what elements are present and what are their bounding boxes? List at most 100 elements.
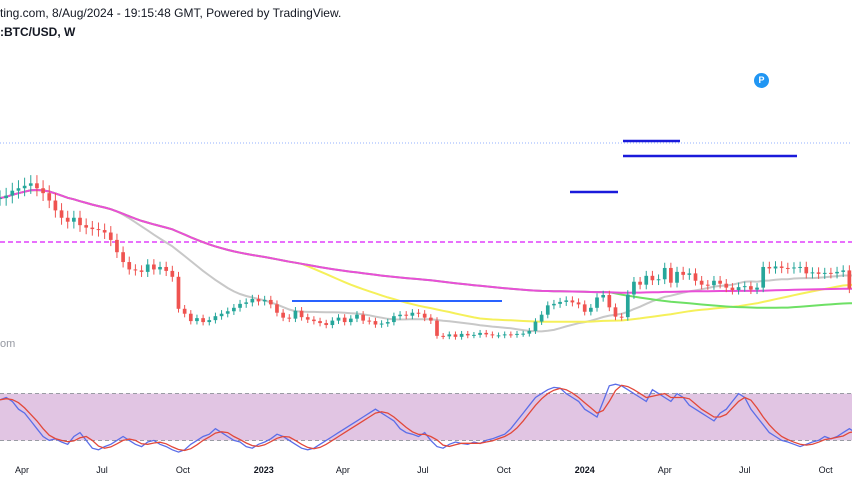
candle-body — [268, 299, 273, 305]
candle-body — [564, 300, 569, 302]
candle-body — [348, 318, 353, 323]
candle-body — [816, 272, 821, 274]
candle-body — [656, 279, 661, 281]
candle-body — [742, 286, 747, 288]
candle-body — [472, 334, 476, 336]
candle-body — [225, 311, 230, 314]
candle-body — [102, 230, 107, 233]
candle-body — [613, 307, 618, 317]
candle-body — [484, 332, 489, 335]
candle-body — [275, 304, 279, 313]
candle-body — [47, 193, 52, 201]
candle-body — [749, 286, 753, 290]
candle-body — [601, 295, 606, 298]
candle-body — [712, 280, 716, 286]
candle-body — [804, 266, 809, 274]
candle-body — [182, 308, 187, 314]
candle-body — [416, 312, 421, 314]
candle-body — [509, 334, 513, 336]
candle-body — [490, 334, 495, 336]
x-tick-label: 2024 — [575, 465, 595, 475]
candle-body — [785, 267, 790, 269]
candle-body — [582, 304, 587, 312]
candle-body — [595, 297, 599, 308]
candle-body — [705, 284, 710, 286]
candle-body — [305, 317, 310, 320]
ma-magenta-line — [0, 188, 852, 294]
price-pane — [0, 139, 852, 340]
candle-body — [576, 302, 581, 305]
candle-body — [4, 195, 9, 199]
candle-body — [398, 314, 402, 317]
candle-body — [10, 190, 15, 196]
candle-body — [730, 287, 735, 291]
candle-body — [638, 281, 642, 285]
x-tick-label: Jul — [417, 465, 429, 475]
candle-body — [287, 317, 292, 319]
candle-body — [213, 316, 218, 321]
candle-body — [662, 267, 667, 280]
candle-body — [835, 271, 839, 274]
candle-body — [16, 188, 21, 191]
candle-body — [379, 323, 384, 325]
candle-body — [625, 294, 630, 318]
candle-body — [847, 270, 852, 289]
candle-body — [447, 334, 452, 337]
candle-body — [718, 280, 722, 284]
candle-body — [355, 314, 359, 319]
candle-body — [170, 270, 175, 277]
x-tick-label: Jul — [739, 465, 751, 475]
candle-body — [779, 266, 784, 268]
candle-body — [829, 272, 833, 274]
x-tick-label: Oct — [176, 465, 191, 475]
candle-body — [496, 335, 501, 337]
candle-body — [22, 185, 27, 189]
candle-body — [145, 264, 150, 272]
candle-body — [312, 319, 316, 322]
candle-body — [428, 317, 433, 321]
symbol-title: :BTC/USD, W — [0, 25, 76, 39]
time-axis: Apr Jul Oct 2023 Apr Jul Oct 2024 Apr Jul Oct — [15, 465, 833, 475]
candle-body — [324, 323, 329, 326]
candle-body — [810, 272, 815, 274]
candle-body — [367, 320, 372, 322]
candle-body — [767, 266, 772, 269]
candle-body — [188, 313, 193, 322]
candle-body — [299, 310, 304, 318]
candle-body — [798, 266, 802, 268]
candle-body — [121, 252, 125, 263]
candle-body — [139, 270, 144, 272]
candle-body — [232, 307, 236, 312]
candle-body — [527, 330, 532, 334]
candle-body — [552, 303, 556, 306]
candle-body — [669, 267, 673, 283]
candle-body — [385, 322, 390, 324]
candle-body — [619, 316, 624, 318]
candle-body — [392, 316, 396, 323]
candle-body — [72, 217, 76, 222]
candle-body — [589, 307, 593, 312]
candle-body — [644, 275, 649, 285]
candle-body — [675, 271, 679, 283]
candle-body — [422, 313, 427, 318]
candle-body — [521, 333, 526, 335]
candle-body — [65, 217, 70, 222]
candle-body — [0, 198, 2, 200]
p-marker-icon[interactable]: P — [754, 73, 769, 88]
candle-body — [755, 287, 759, 290]
candle-body — [176, 276, 181, 309]
candle-body — [35, 183, 39, 189]
candle-body — [533, 321, 538, 331]
candle-body — [435, 320, 439, 336]
x-tick-label: Apr — [658, 465, 672, 475]
candle-body — [453, 334, 458, 337]
stoch-band — [0, 393, 852, 441]
x-tick-label: Oct — [819, 465, 834, 475]
x-tick-label: Oct — [497, 465, 512, 475]
candle-body — [244, 302, 249, 304]
candle-body — [250, 298, 255, 303]
candle-body — [724, 283, 729, 288]
candle-body — [158, 266, 162, 270]
candle-body — [761, 266, 766, 288]
